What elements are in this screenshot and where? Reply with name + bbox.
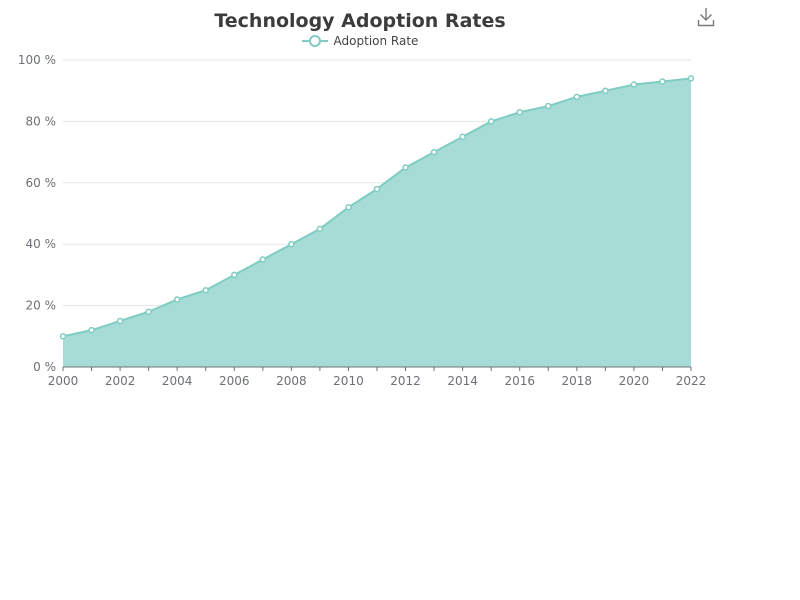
y-tick-label: 0 % — [33, 360, 56, 374]
data-point[interactable] — [345, 204, 352, 211]
data-point[interactable] — [459, 133, 466, 140]
data-point[interactable] — [288, 240, 295, 248]
data-point[interactable] — [487, 118, 495, 125]
data-point[interactable] — [59, 333, 67, 340]
x-tick-label: 2016 — [504, 374, 535, 388]
data-point[interactable] — [516, 108, 523, 116]
legend[interactable]: Adoption Rate — [0, 33, 720, 49]
data-point[interactable] — [231, 271, 238, 279]
data-points — [59, 75, 695, 340]
y-tick-label: 80 % — [26, 114, 57, 128]
data-point[interactable] — [316, 225, 324, 233]
y-tick-label: 60 % — [26, 176, 57, 190]
x-tick-label: 2002 — [105, 374, 136, 388]
chart-title: Technology Adoption Rates — [214, 10, 506, 32]
data-point[interactable] — [373, 185, 381, 193]
data-point[interactable] — [259, 256, 267, 263]
area-fill — [63, 78, 691, 368]
data-point[interactable] — [116, 317, 124, 325]
y-tick-label: 20 % — [26, 299, 57, 313]
data-point[interactable] — [402, 164, 409, 171]
y-tick-label: 40 % — [26, 237, 57, 251]
download-icon — [697, 8, 715, 27]
legend-label: Adoption Rate — [333, 34, 419, 48]
x-tick-label: 2008 — [276, 374, 307, 388]
data-point[interactable] — [88, 326, 95, 334]
axes: 0 % 20 % 40 % 60 % 80 % 100 % 2000 2002 2004 2006… — [18, 53, 706, 388]
data-point[interactable] — [430, 148, 438, 156]
x-tick-label: 2020 — [619, 374, 650, 388]
x-tick-label: 2006 — [219, 374, 250, 388]
x-tick-label: 2004 — [162, 374, 193, 388]
data-point[interactable] — [173, 296, 181, 303]
data-point[interactable] — [659, 78, 666, 85]
data-point[interactable] — [545, 102, 552, 110]
x-tick-label: 2018 — [562, 374, 593, 388]
x-tick-label: 2010 — [333, 374, 364, 388]
data-point[interactable] — [145, 308, 152, 315]
x-tick-label: 2014 — [447, 374, 478, 388]
data-point[interactable] — [202, 287, 209, 294]
legend-marker-icon — [301, 35, 328, 47]
data-point[interactable] — [687, 75, 695, 82]
x-tick-label: 2000 — [48, 374, 79, 388]
data-point[interactable] — [573, 93, 581, 101]
y-tick-label: 100 % — [18, 53, 56, 67]
download-button[interactable] — [694, 5, 718, 29]
x-tick-label: 2022 — [676, 374, 707, 388]
data-point[interactable] — [602, 87, 609, 94]
x-tick-label: 2012 — [390, 374, 421, 388]
data-point[interactable] — [630, 81, 638, 88]
